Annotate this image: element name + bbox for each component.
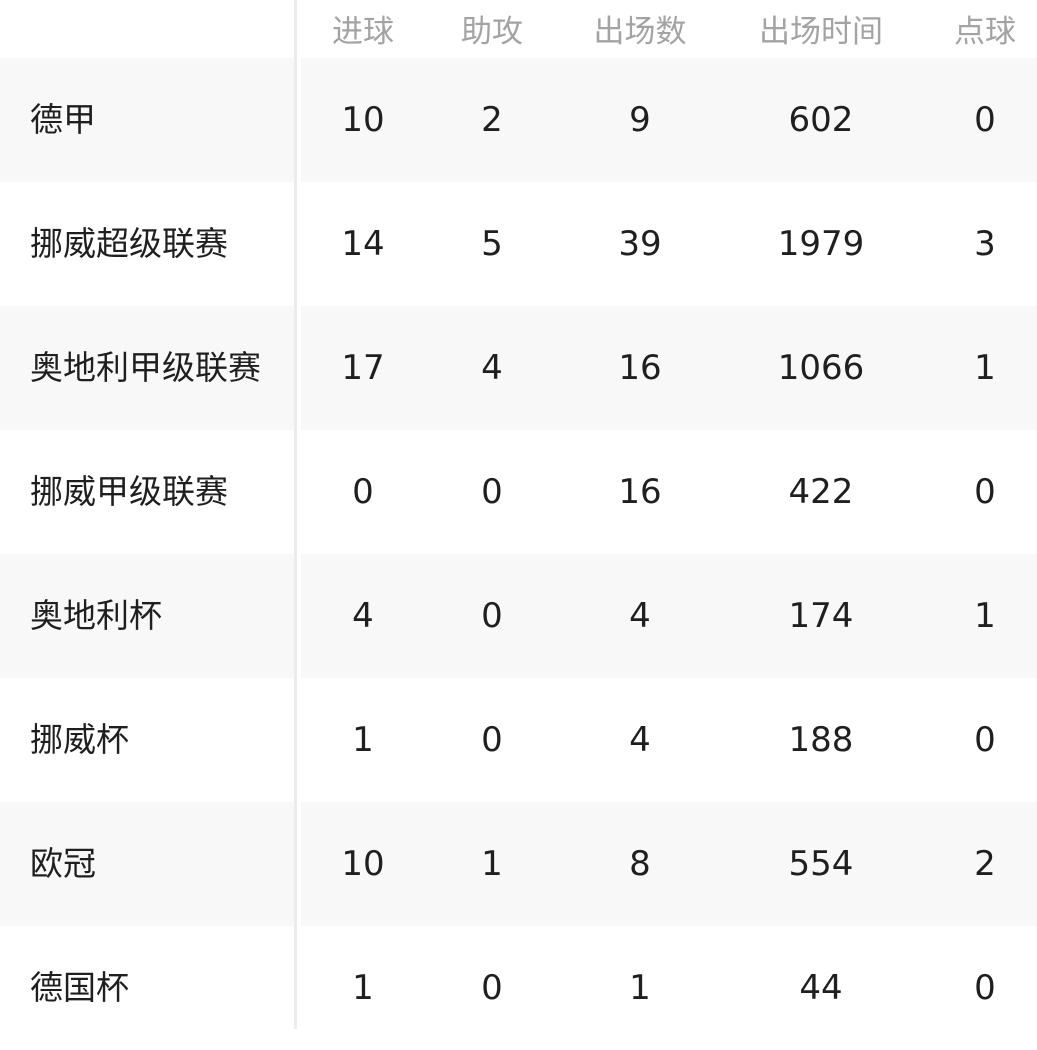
competition-name: 挪威杯 xyxy=(30,720,129,759)
stat-value: 0 xyxy=(974,720,996,760)
stat-value: 0 xyxy=(481,720,503,760)
competition-name: 奥地利杯 xyxy=(30,596,162,635)
table-row: 挪威超级联赛 14 5 39 1979 3 xyxy=(0,182,1037,306)
stat-value: 1 xyxy=(352,720,374,760)
column-header: 助攻 xyxy=(461,14,523,50)
table-row: 挪威杯 1 0 4 188 0 xyxy=(0,678,1037,802)
stat-value: 14 xyxy=(341,224,385,264)
column-header: 点球 xyxy=(954,14,1016,50)
table-row: 奥地利甲级联赛 17 4 16 1066 1 xyxy=(0,306,1037,430)
stat-value: 0 xyxy=(974,472,996,512)
stat-value: 0 xyxy=(481,596,503,636)
stat-value: 4 xyxy=(629,720,651,760)
stat-value: 1 xyxy=(352,968,374,1008)
stat-value: 0 xyxy=(974,100,996,140)
stat-value: 8 xyxy=(629,844,651,884)
competition-name: 德国杯 xyxy=(30,968,129,1007)
column-header: 出场数 xyxy=(593,14,687,50)
stat-value: 2 xyxy=(481,100,503,140)
table-row: 奥地利杯 4 0 4 174 1 xyxy=(0,554,1037,678)
table-header: 进球 助攻 出场数 出场时间 点球 xyxy=(0,0,1037,58)
stat-value: 5 xyxy=(481,224,503,264)
stat-value: 4 xyxy=(629,596,651,636)
competition-name: 欧冠 xyxy=(30,844,96,883)
competition-name: 奥地利甲级联赛 xyxy=(30,348,261,387)
stat-value: 0 xyxy=(974,968,996,1008)
stat-value: 17 xyxy=(341,348,385,388)
competition-name: 挪威甲级联赛 xyxy=(30,472,228,511)
column-header: 进球 xyxy=(332,14,394,50)
stat-value: 1 xyxy=(481,844,503,884)
stat-value: 10 xyxy=(341,100,385,140)
stat-value: 4 xyxy=(352,596,374,636)
table-row: 德甲 10 2 9 602 0 xyxy=(0,58,1037,182)
stat-value: 422 xyxy=(788,472,854,512)
table-row: 德国杯 1 0 1 44 0 xyxy=(0,926,1037,1050)
stat-value: 3 xyxy=(974,224,996,264)
stat-value: 0 xyxy=(481,472,503,512)
stat-value: 1 xyxy=(974,596,996,636)
table-row: 挪威甲级联赛 0 0 16 422 0 xyxy=(0,430,1037,554)
stat-value: 16 xyxy=(618,472,662,512)
column-divider xyxy=(294,0,297,1029)
stat-value: 554 xyxy=(788,844,854,884)
stat-value: 4 xyxy=(481,348,503,388)
table-row: 欧冠 10 1 8 554 2 xyxy=(0,802,1037,926)
stat-value: 16 xyxy=(618,348,662,388)
stat-value: 9 xyxy=(629,100,651,140)
stat-value: 1979 xyxy=(777,224,865,264)
stat-value: 0 xyxy=(481,968,503,1008)
stat-value: 1 xyxy=(629,968,651,1008)
competition-name: 德甲 xyxy=(30,100,96,139)
stat-value: 39 xyxy=(618,224,662,264)
stat-value: 44 xyxy=(799,968,843,1008)
stat-value: 188 xyxy=(788,720,854,760)
column-header: 出场时间 xyxy=(759,14,883,50)
stat-value: 1066 xyxy=(777,348,865,388)
stat-value: 0 xyxy=(352,472,374,512)
stat-value: 1 xyxy=(974,348,996,388)
stat-value: 602 xyxy=(788,100,854,140)
stat-value: 2 xyxy=(974,844,996,884)
stat-value: 10 xyxy=(341,844,385,884)
competition-name: 挪威超级联赛 xyxy=(30,224,228,263)
stat-value: 174 xyxy=(788,596,854,636)
